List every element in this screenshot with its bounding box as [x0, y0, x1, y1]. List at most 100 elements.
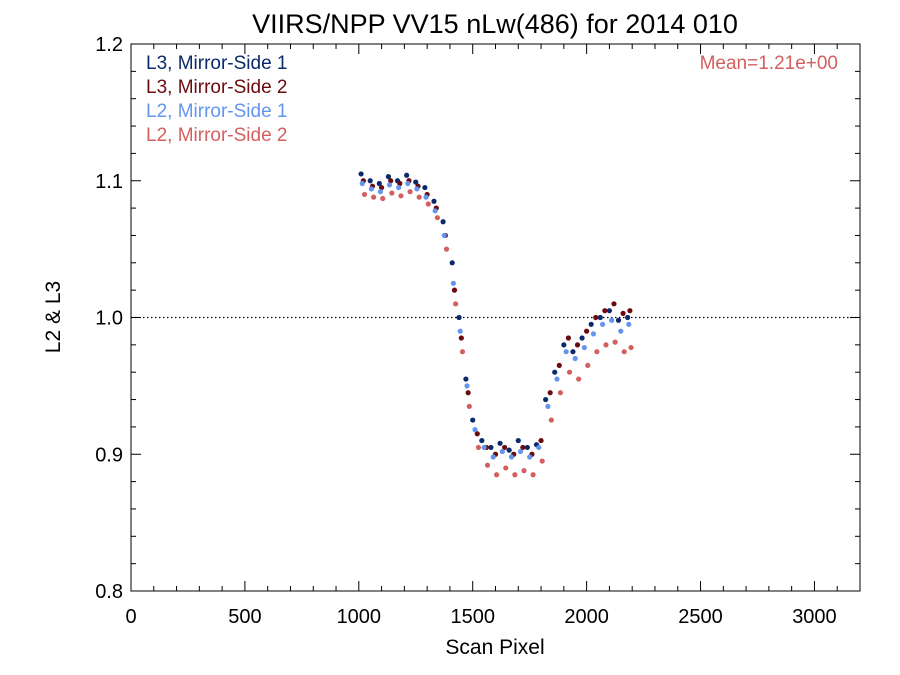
data-point	[548, 417, 554, 423]
data-point	[543, 396, 549, 403]
x-tick-label: 2500	[678, 606, 723, 628]
data-point	[585, 362, 591, 368]
y-axis-label: L2 & L3	[42, 281, 65, 353]
data-point	[612, 339, 618, 345]
data-point	[538, 437, 544, 444]
data-points	[358, 171, 634, 478]
data-point	[407, 189, 413, 195]
data-point	[506, 447, 512, 453]
data-point	[368, 186, 374, 192]
data-point	[431, 198, 437, 204]
series-3	[359, 180, 632, 460]
data-point	[413, 179, 419, 185]
data-point	[361, 191, 368, 198]
data-point	[599, 321, 606, 327]
data-point	[627, 308, 633, 314]
data-point	[359, 180, 365, 187]
data-point	[554, 376, 560, 382]
data-point	[536, 444, 542, 451]
data-point	[512, 472, 518, 478]
x-axis: 0 500 1000 1500 2000 2500 3000	[125, 44, 861, 628]
data-point	[606, 308, 613, 314]
data-point	[574, 342, 581, 348]
data-point	[443, 246, 450, 252]
data-point	[552, 369, 558, 375]
data-point	[581, 344, 587, 351]
x-tick-label: 0	[125, 606, 136, 628]
data-point	[450, 280, 456, 286]
data-point	[570, 349, 576, 355]
legend-entry: L2, Mirror-Side 2	[146, 125, 288, 146]
data-point	[377, 189, 384, 195]
data-point	[457, 328, 463, 334]
data-point	[615, 317, 622, 323]
data-point	[584, 328, 590, 334]
data-point	[547, 390, 553, 396]
data-point	[626, 321, 632, 327]
chart-title: VIIRS/NPP VV15 nLw(486) for 2014 010	[252, 9, 738, 39]
data-point	[456, 314, 462, 321]
data-point	[521, 468, 527, 474]
data-point	[597, 314, 603, 321]
data-point	[593, 314, 599, 321]
data-point	[449, 260, 455, 266]
data-point	[561, 342, 567, 348]
data-point	[515, 437, 521, 444]
data-point	[472, 427, 478, 433]
data-point	[497, 440, 503, 446]
legend: L3, Mirror-Side 1 L3, Mirror-Side 2 L2, Mi…	[146, 53, 288, 146]
data-point	[414, 186, 420, 192]
data-point	[565, 335, 572, 341]
data-point	[479, 437, 485, 444]
y-tick-label: 0.9	[95, 444, 123, 466]
x-tick-label: 1500	[450, 606, 495, 628]
data-point	[490, 454, 496, 460]
legend-entry: L3, Mirror-Side 1	[146, 53, 288, 74]
data-point	[397, 180, 403, 187]
data-point	[386, 182, 393, 188]
series-1	[358, 171, 631, 453]
data-point	[422, 184, 428, 191]
data-point	[385, 174, 392, 180]
data-point	[434, 215, 441, 221]
mean-annotation: Mean=1.21e+00	[700, 53, 838, 74]
data-point	[576, 376, 582, 382]
data-point	[367, 178, 373, 184]
y-tick-label: 1.1	[95, 171, 123, 193]
data-point	[539, 458, 545, 464]
data-point	[566, 369, 573, 375]
data-point	[527, 454, 533, 460]
series-4	[361, 189, 634, 478]
series-2	[360, 178, 633, 457]
data-point	[503, 465, 509, 471]
legend-entry: L2, Mirror-Side 1	[146, 101, 288, 122]
y-tick-label: 1.2	[95, 34, 123, 56]
data-point	[466, 403, 472, 409]
data-point	[398, 193, 404, 199]
data-point	[425, 201, 431, 207]
data-point	[441, 232, 447, 239]
data-point	[459, 349, 466, 355]
data-point	[423, 194, 429, 200]
y-axis: 0.8 0.9 1.0 1.1 1.2	[95, 34, 860, 603]
data-point	[475, 444, 482, 451]
data-point	[620, 310, 626, 316]
data-point	[470, 417, 476, 423]
data-point	[458, 335, 464, 341]
data-point	[376, 180, 382, 187]
data-point	[557, 390, 564, 396]
data-point	[440, 219, 446, 225]
data-point	[481, 444, 487, 451]
data-point	[484, 462, 491, 468]
data-point	[494, 472, 500, 478]
y-tick-label: 1.0	[95, 308, 123, 330]
x-tick-label: 500	[228, 606, 261, 628]
x-axis-label: Scan Pixel	[445, 636, 544, 659]
data-point	[520, 444, 526, 451]
data-point	[524, 444, 530, 451]
data-point	[556, 362, 562, 368]
data-point	[517, 448, 524, 455]
data-point	[499, 448, 505, 455]
data-point	[451, 287, 458, 293]
